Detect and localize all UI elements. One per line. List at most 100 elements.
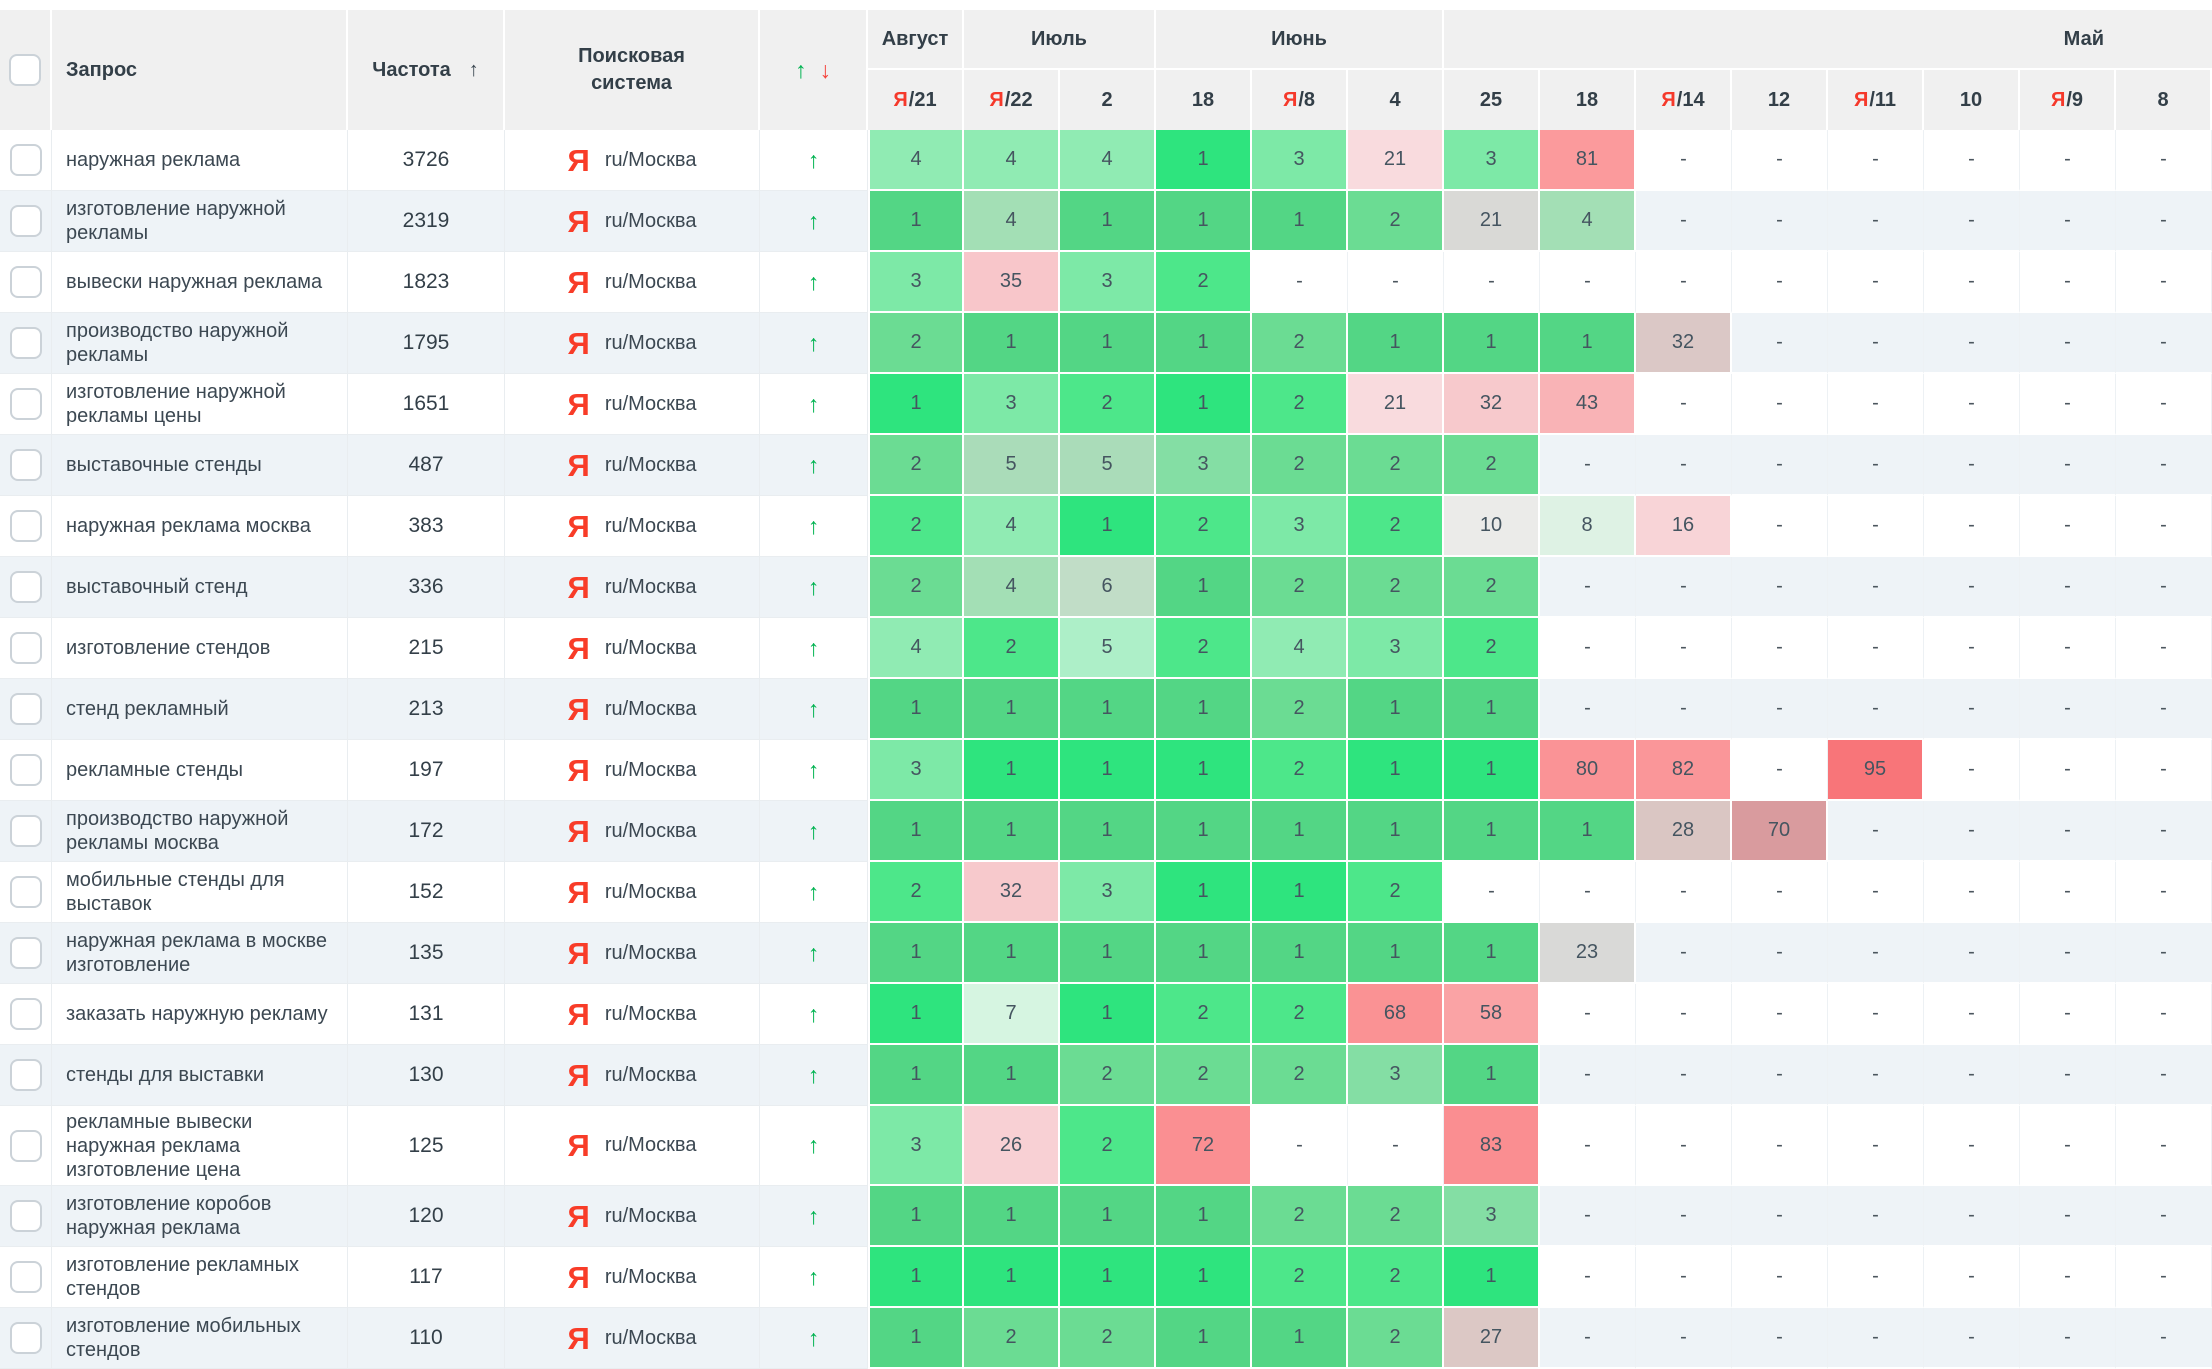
row-checkbox[interactable] [9, 632, 42, 664]
position-cell[interactable]: 2 [1252, 1247, 1348, 1308]
position-cell[interactable]: 1 [1252, 801, 1348, 862]
query-text[interactable]: мобильные стенды для выставок [66, 869, 285, 915]
query-text[interactable]: выставочные стенды [66, 454, 262, 476]
position-cell[interactable]: 1 [1444, 801, 1540, 862]
position-cell[interactable]: 2 [1156, 1045, 1252, 1106]
position-cell[interactable]: - [2116, 130, 2212, 191]
position-cell[interactable]: 1 [964, 923, 1060, 984]
position-cell[interactable]: - [1732, 1247, 1828, 1308]
date-column-header[interactable]: 2 [1060, 70, 1156, 130]
row-checkbox[interactable] [9, 1129, 42, 1162]
position-cell[interactable]: - [1828, 557, 1924, 618]
query-text[interactable]: вывески наружная реклама [66, 271, 323, 293]
position-cell[interactable]: - [2116, 984, 2212, 1045]
position-cell[interactable]: - [1636, 191, 1732, 252]
position-cell[interactable]: 3 [1252, 130, 1348, 191]
query-text[interactable]: наружная реклама [66, 149, 241, 171]
position-cell[interactable]: 4 [964, 557, 1060, 618]
position-cell[interactable]: 1 [868, 1247, 964, 1308]
position-cell[interactable]: - [1540, 1106, 1636, 1186]
position-cell[interactable]: 1 [1156, 740, 1252, 801]
row-checkbox[interactable] [9, 571, 42, 603]
position-cell[interactable]: - [1636, 435, 1732, 496]
position-cell[interactable]: - [1924, 923, 2020, 984]
position-cell[interactable]: 1 [1252, 1308, 1348, 1369]
position-cell[interactable]: - [2020, 557, 2116, 618]
position-cell[interactable]: - [1540, 1045, 1636, 1106]
position-cell[interactable]: - [1732, 435, 1828, 496]
row-checkbox[interactable] [9, 266, 42, 298]
position-cell[interactable]: 2 [1252, 313, 1348, 374]
column-header-dynamics[interactable]: ↑ ↓ [760, 10, 868, 130]
position-cell[interactable]: 1 [868, 679, 964, 740]
position-cell[interactable]: - [2020, 191, 2116, 252]
position-cell[interactable]: - [2020, 801, 2116, 862]
query-text[interactable]: рекламные вывески наружная реклама изгот… [66, 1110, 253, 1181]
position-cell[interactable]: - [2116, 313, 2212, 374]
row-checkbox[interactable] [9, 1322, 42, 1354]
position-cell[interactable]: 1 [1060, 1247, 1156, 1308]
query-text[interactable]: производство наружной рекламы москва [66, 808, 289, 854]
position-cell[interactable]: - [2020, 1106, 2116, 1186]
position-cell[interactable]: 2 [868, 435, 964, 496]
position-cell[interactable]: 23 [1540, 923, 1636, 984]
position-cell[interactable]: 1 [1348, 740, 1444, 801]
position-cell[interactable]: - [1540, 1308, 1636, 1369]
position-cell[interactable]: 2 [1060, 1045, 1156, 1106]
position-cell[interactable]: 3 [1060, 252, 1156, 313]
position-cell[interactable]: - [1828, 1186, 1924, 1247]
date-column-header[interactable]: 25 [1444, 70, 1540, 130]
position-cell[interactable]: 95 [1828, 740, 1924, 801]
position-cell[interactable]: 4 [868, 130, 964, 191]
position-cell[interactable]: - [1732, 1106, 1828, 1186]
position-cell[interactable]: 1 [1156, 374, 1252, 435]
position-cell[interactable]: 1 [868, 191, 964, 252]
row-checkbox[interactable] [9, 205, 42, 237]
position-cell[interactable]: - [2116, 740, 2212, 801]
position-cell[interactable]: 2 [1252, 1045, 1348, 1106]
position-cell[interactable]: - [1540, 862, 1636, 923]
position-cell[interactable]: 1 [1060, 313, 1156, 374]
position-cell[interactable]: - [2116, 862, 2212, 923]
position-cell[interactable]: 1 [1156, 1308, 1252, 1369]
position-cell[interactable]: 1 [1156, 1186, 1252, 1247]
position-cell[interactable]: - [1924, 191, 2020, 252]
position-cell[interactable]: 1 [868, 1186, 964, 1247]
position-cell[interactable]: - [1444, 252, 1540, 313]
position-cell[interactable]: - [1732, 740, 1828, 801]
position-cell[interactable]: 2 [1348, 1186, 1444, 1247]
position-cell[interactable]: 43 [1540, 374, 1636, 435]
position-cell[interactable]: 1 [868, 923, 964, 984]
position-cell[interactable]: - [1540, 557, 1636, 618]
date-column-header[interactable]: Я/11 [1828, 70, 1924, 130]
position-cell[interactable]: 1 [1540, 313, 1636, 374]
position-cell[interactable]: - [1636, 1045, 1732, 1106]
position-cell[interactable]: 2 [964, 1308, 1060, 1369]
position-cell[interactable]: - [1732, 252, 1828, 313]
position-cell[interactable]: - [1732, 557, 1828, 618]
query-text[interactable]: изготовление наружной рекламы цены [66, 381, 286, 427]
position-cell[interactable]: 1 [1348, 313, 1444, 374]
select-all-checkbox[interactable] [9, 54, 41, 86]
position-cell[interactable]: - [1636, 130, 1732, 191]
position-cell[interactable]: 3 [868, 740, 964, 801]
position-cell[interactable]: - [2020, 679, 2116, 740]
date-column-header[interactable]: 18 [1540, 70, 1636, 130]
position-cell[interactable]: 1 [1060, 984, 1156, 1045]
position-cell[interactable]: 1 [1444, 313, 1540, 374]
position-cell[interactable]: 1 [964, 1186, 1060, 1247]
position-cell[interactable]: - [2116, 191, 2212, 252]
position-cell[interactable]: 2 [1060, 1106, 1156, 1186]
position-cell[interactable]: - [1828, 1308, 1924, 1369]
position-cell[interactable]: - [1924, 1308, 2020, 1369]
position-cell[interactable]: - [1444, 862, 1540, 923]
position-cell[interactable]: - [2020, 923, 2116, 984]
position-cell[interactable]: - [1828, 862, 1924, 923]
position-cell[interactable]: 1 [964, 1045, 1060, 1106]
position-cell[interactable]: 72 [1156, 1106, 1252, 1186]
position-cell[interactable]: 1 [1156, 191, 1252, 252]
position-cell[interactable]: - [1924, 313, 2020, 374]
position-cell[interactable]: - [1828, 923, 1924, 984]
position-cell[interactable]: - [1732, 923, 1828, 984]
position-cell[interactable]: - [1732, 984, 1828, 1045]
